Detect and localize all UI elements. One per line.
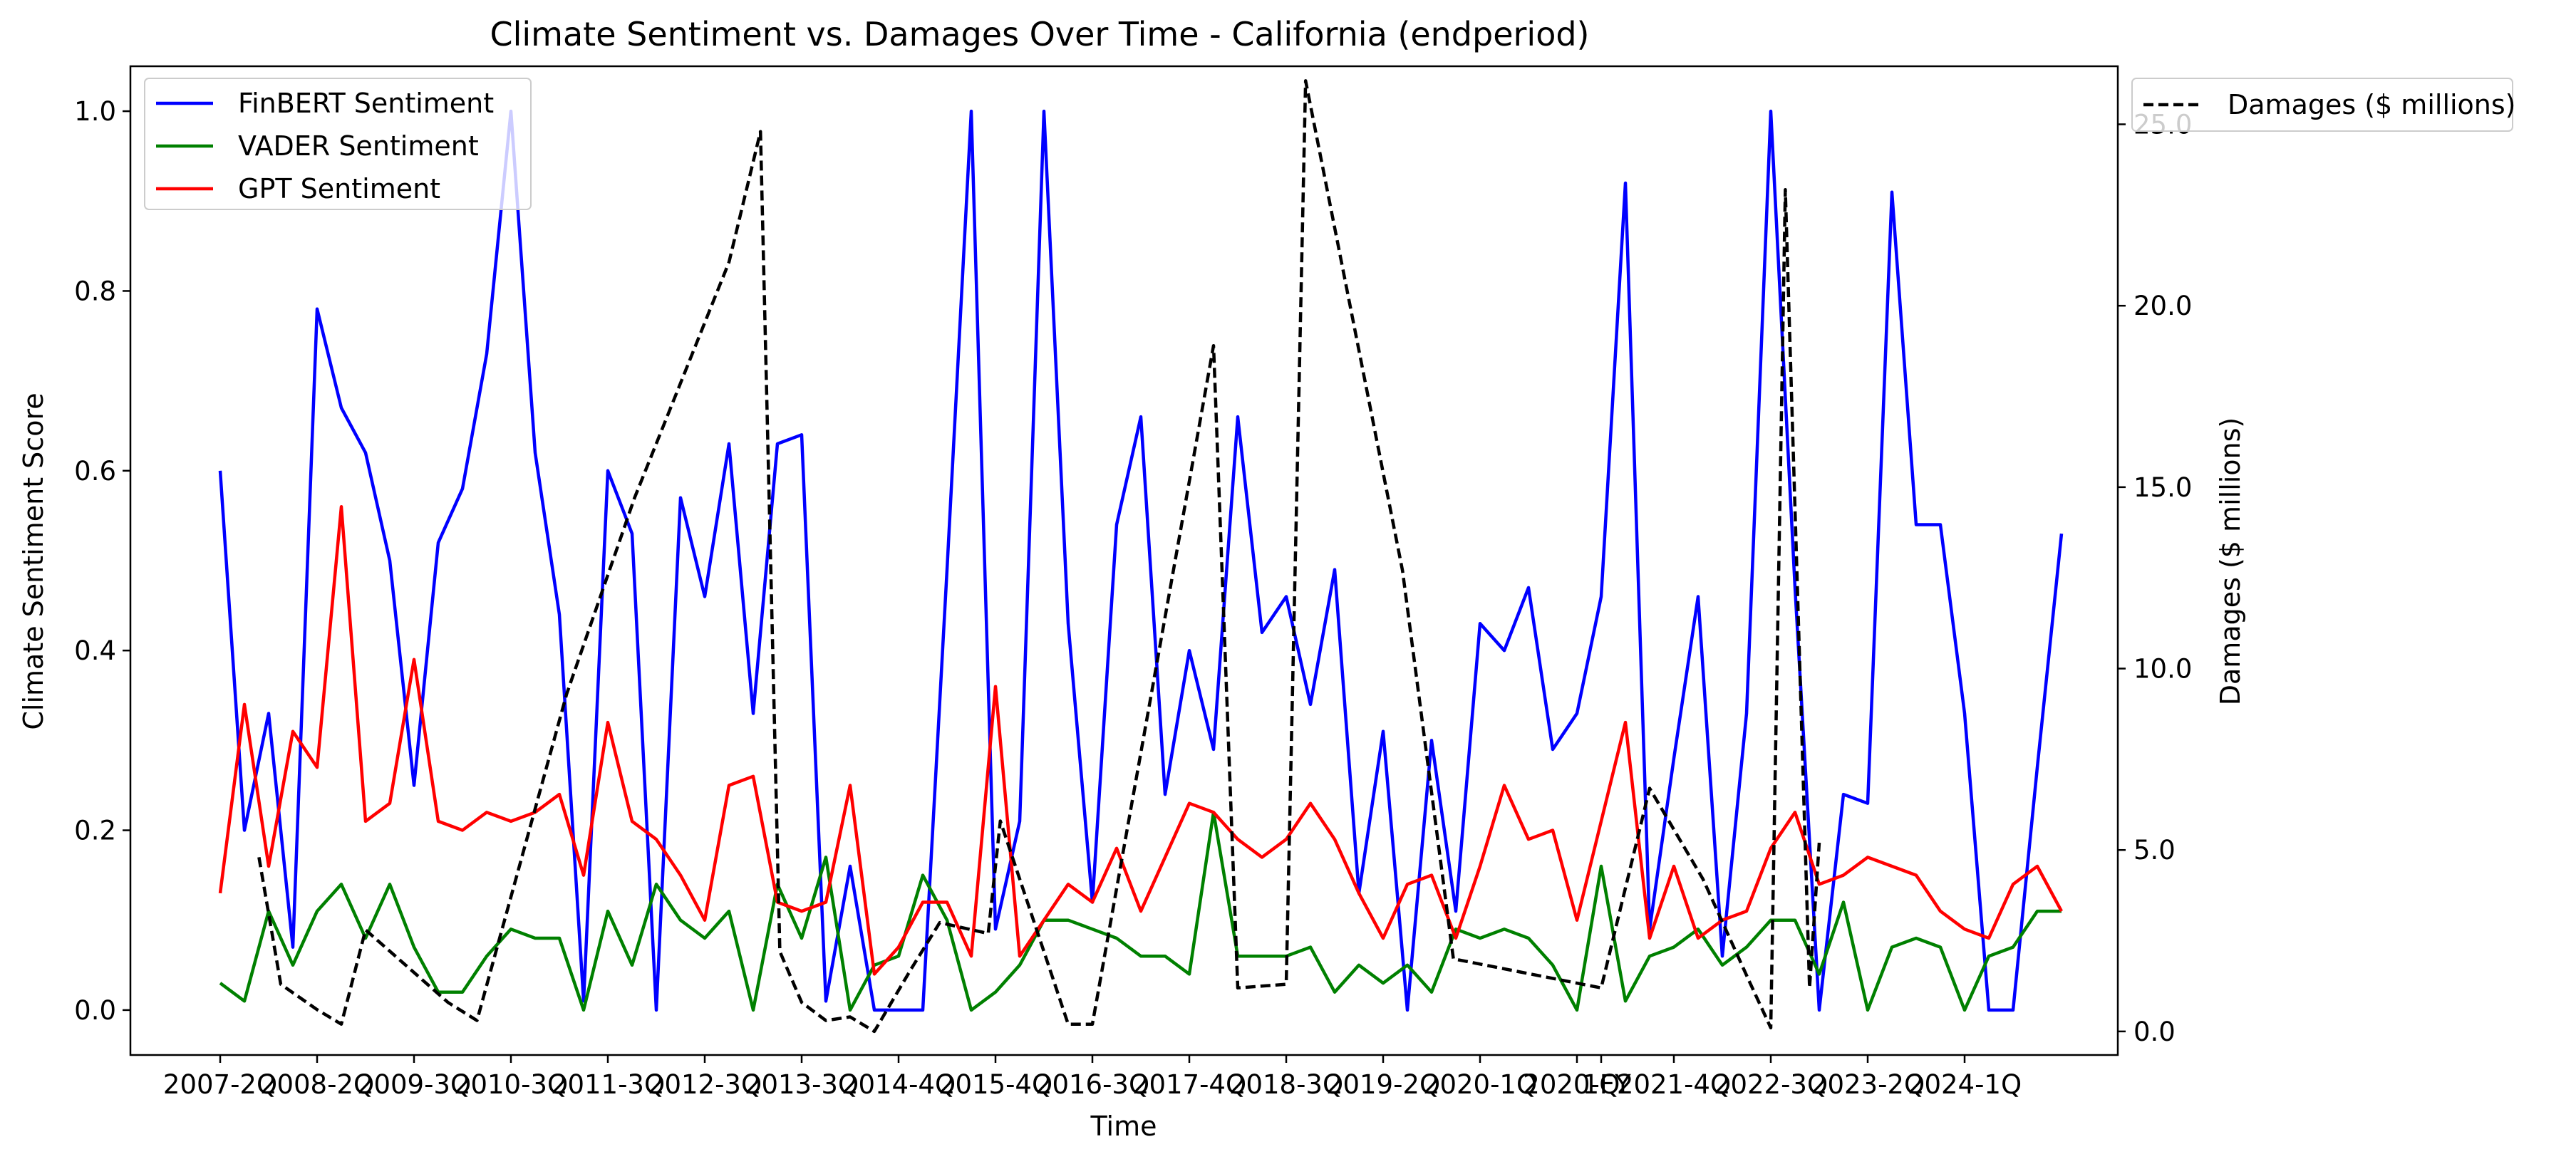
y-tick-label: 0.2 xyxy=(74,816,116,846)
x-tick-label: 2016-3Q xyxy=(1035,1069,1149,1100)
legend-gpt-label: GPT Sentiment xyxy=(238,173,440,204)
x-tick-label: 2011-3Q xyxy=(551,1069,665,1100)
legend-damages-label: Damages ($ millions) xyxy=(2228,89,2516,120)
x-tick-label: 2017-4Q xyxy=(1132,1069,1246,1100)
legend-right: Damages ($ millions) xyxy=(2131,78,2516,132)
legend-left: FinBERT Sentiment VADER Sentiment GPT Se… xyxy=(144,78,532,210)
x-tick-label: 2012-3Q xyxy=(648,1069,762,1100)
x-axis: 2007-2Q2008-2Q2009-3Q2010-3Q2011-3Q2012-… xyxy=(163,1055,2022,1100)
x-tick-label: 2021-4Q xyxy=(1617,1069,1731,1100)
y2-tick-label: 10.0 xyxy=(2133,654,2192,685)
x-tick-label: 2020-1Q xyxy=(1423,1069,1537,1100)
series-line-finbert-sentiment xyxy=(218,109,2064,1012)
x-tick-label: 2009-3Q xyxy=(357,1069,471,1100)
x-tick-label: 2020-FY xyxy=(1523,1069,1631,1100)
y-tick-label: 0.8 xyxy=(74,276,116,306)
y2-tick-label: 5.0 xyxy=(2133,835,2176,866)
series-line-vader-sentiment xyxy=(219,811,2062,1012)
y2-tick-label: 20.0 xyxy=(2133,291,2192,321)
series-line-damages-millions xyxy=(257,79,1821,1034)
y-tick-label: 1.0 xyxy=(74,96,116,127)
y2-tick-label: 15.0 xyxy=(2133,472,2192,503)
y2-tick-label: 0.0 xyxy=(2133,1017,2176,1047)
x-tick-label: 2018-3Q xyxy=(1229,1069,1343,1100)
x-tick-label: 2013-3Q xyxy=(745,1069,859,1100)
series-line-gpt-sentiment xyxy=(218,505,2063,976)
y2-axis-label: Damages ($ millions) xyxy=(2215,417,2246,706)
right-axis: 0.05.010.015.020.025.0 xyxy=(2118,109,2192,1047)
x-tick-label: 2024-1Q xyxy=(1908,1069,2022,1100)
legend-right-box xyxy=(2131,78,2513,132)
plot-frame xyxy=(129,65,2119,1056)
x-axis-label: Time xyxy=(1090,1111,1157,1142)
left-axis: 0.0 0.2 0.4 0.6 0.8 1.0 xyxy=(74,96,130,1026)
x-tick-label: 2022-3Q xyxy=(1714,1069,1828,1100)
y-tick-label: 0.6 xyxy=(74,456,116,487)
x-tick-label: 2014-4Q xyxy=(842,1069,956,1100)
x-tick-label: 2023-2Q xyxy=(1811,1069,1925,1100)
chart-title: Climate Sentiment vs. Damages Over Time … xyxy=(490,15,1590,53)
y-tick-label: 0.4 xyxy=(74,635,116,666)
series-layer xyxy=(218,79,2064,1034)
x-tick-label: 2007-2Q xyxy=(163,1069,277,1100)
legend-vader-label: VADER Sentiment xyxy=(238,130,479,162)
x-tick-label: 2015-4Q xyxy=(938,1069,1052,1100)
x-tick-label: 2019-2Q xyxy=(1326,1069,1440,1100)
y-axis-label: Climate Sentiment Score xyxy=(18,393,49,729)
legend-left-box xyxy=(144,78,532,210)
legend-finbert-label: FinBERT Sentiment xyxy=(238,88,494,119)
x-tick-label: 1Q xyxy=(1583,1069,1620,1100)
x-tick-label: 2010-3Q xyxy=(454,1069,568,1100)
y-tick-label: 0.0 xyxy=(74,995,116,1026)
x-tick-label: 2008-2Q xyxy=(260,1069,374,1100)
